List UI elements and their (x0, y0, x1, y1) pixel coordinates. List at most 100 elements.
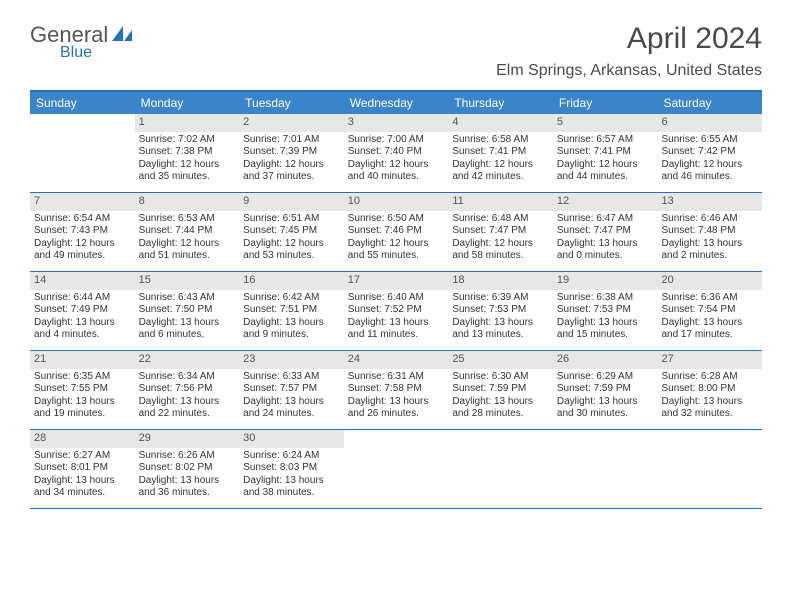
daylight-label: Daylight: 12 hours (661, 159, 758, 172)
daylight-label: Daylight: 13 hours (557, 317, 654, 330)
sunset-label: Sunset: 7:43 PM (34, 225, 131, 238)
day-details: Sunrise: 6:54 AMSunset: 7:43 PMDaylight:… (30, 211, 135, 267)
day-header: Wednesday (344, 92, 449, 114)
day-details: Sunrise: 6:36 AMSunset: 7:54 PMDaylight:… (657, 290, 762, 346)
sunrise-label: Sunrise: 6:42 AM (243, 292, 340, 305)
day-details: Sunrise: 6:30 AMSunset: 7:59 PMDaylight:… (448, 369, 553, 425)
sunrise-label: Sunrise: 6:53 AM (139, 213, 236, 226)
daylight-label: Daylight: 12 hours (452, 159, 549, 172)
day-header: Thursday (448, 92, 553, 114)
day-cell: 12Sunrise: 6:47 AMSunset: 7:47 PMDayligh… (553, 193, 658, 271)
day-cell: 1Sunrise: 7:02 AMSunset: 7:38 PMDaylight… (135, 114, 240, 192)
day-cell: 27Sunrise: 6:28 AMSunset: 8:00 PMDayligh… (657, 351, 762, 429)
day-cell: 29Sunrise: 6:26 AMSunset: 8:02 PMDayligh… (135, 430, 240, 508)
sunset-label: Sunset: 7:46 PM (348, 225, 445, 238)
day-cell: 4Sunrise: 6:58 AMSunset: 7:41 PMDaylight… (448, 114, 553, 192)
day-details: Sunrise: 6:43 AMSunset: 7:50 PMDaylight:… (135, 290, 240, 346)
sunrise-label: Sunrise: 6:33 AM (243, 371, 340, 384)
daylight-label: Daylight: 13 hours (348, 317, 445, 330)
day-number: 30 (239, 430, 344, 448)
sunset-label: Sunset: 7:44 PM (139, 225, 236, 238)
day-details: Sunrise: 6:44 AMSunset: 7:49 PMDaylight:… (30, 290, 135, 346)
day-number (553, 430, 658, 434)
daylight-label: and 32 minutes. (661, 408, 758, 421)
day-cell: 5Sunrise: 6:57 AMSunset: 7:41 PMDaylight… (553, 114, 658, 192)
sunrise-label: Sunrise: 6:39 AM (452, 292, 549, 305)
daylight-label: Daylight: 12 hours (348, 238, 445, 251)
sunset-label: Sunset: 7:47 PM (452, 225, 549, 238)
day-number: 13 (657, 193, 762, 211)
day-cell (553, 430, 658, 508)
sunset-label: Sunset: 7:53 PM (557, 304, 654, 317)
daylight-label: Daylight: 13 hours (34, 475, 131, 488)
daylight-label: Daylight: 13 hours (139, 475, 236, 488)
day-details: Sunrise: 6:40 AMSunset: 7:52 PMDaylight:… (344, 290, 449, 346)
daylight-label: Daylight: 13 hours (243, 317, 340, 330)
day-number: 1 (135, 114, 240, 132)
day-number: 27 (657, 351, 762, 369)
day-number (448, 430, 553, 434)
daylight-label: and 51 minutes. (139, 250, 236, 263)
day-details: Sunrise: 6:24 AMSunset: 8:03 PMDaylight:… (239, 448, 344, 504)
sunrise-label: Sunrise: 6:55 AM (661, 134, 758, 147)
daylight-label: Daylight: 12 hours (139, 159, 236, 172)
day-cell: 30Sunrise: 6:24 AMSunset: 8:03 PMDayligh… (239, 430, 344, 508)
day-details: Sunrise: 6:55 AMSunset: 7:42 PMDaylight:… (657, 132, 762, 188)
day-number: 26 (553, 351, 658, 369)
sunrise-label: Sunrise: 6:28 AM (661, 371, 758, 384)
sunset-label: Sunset: 7:40 PM (348, 146, 445, 159)
day-cell: 15Sunrise: 6:43 AMSunset: 7:50 PMDayligh… (135, 272, 240, 350)
day-header: Saturday (657, 92, 762, 114)
daylight-label: Daylight: 13 hours (139, 317, 236, 330)
day-cell: 13Sunrise: 6:46 AMSunset: 7:48 PMDayligh… (657, 193, 762, 271)
daylight-label: and 2 minutes. (661, 250, 758, 263)
day-number (344, 430, 449, 434)
day-number: 4 (448, 114, 553, 132)
daylight-label: Daylight: 13 hours (452, 317, 549, 330)
day-cell (448, 430, 553, 508)
day-details: Sunrise: 6:47 AMSunset: 7:47 PMDaylight:… (553, 211, 658, 267)
daylight-label: and 11 minutes. (348, 329, 445, 342)
sunset-label: Sunset: 8:02 PM (139, 462, 236, 475)
daylight-label: and 6 minutes. (139, 329, 236, 342)
day-cell: 16Sunrise: 6:42 AMSunset: 7:51 PMDayligh… (239, 272, 344, 350)
sunrise-label: Sunrise: 6:46 AM (661, 213, 758, 226)
day-number: 16 (239, 272, 344, 290)
daylight-label: and 34 minutes. (34, 487, 131, 500)
day-cell: 9Sunrise: 6:51 AMSunset: 7:45 PMDaylight… (239, 193, 344, 271)
sunset-label: Sunset: 7:52 PM (348, 304, 445, 317)
daylight-label: and 28 minutes. (452, 408, 549, 421)
week-row: 21Sunrise: 6:35 AMSunset: 7:55 PMDayligh… (30, 351, 762, 430)
sunset-label: Sunset: 7:58 PM (348, 383, 445, 396)
day-cell: 28Sunrise: 6:27 AMSunset: 8:01 PMDayligh… (30, 430, 135, 508)
day-details: Sunrise: 7:00 AMSunset: 7:40 PMDaylight:… (344, 132, 449, 188)
day-header: Monday (135, 92, 240, 114)
month-title: April 2024 (496, 22, 762, 56)
logo: General Blue (30, 22, 134, 48)
day-cell: 11Sunrise: 6:48 AMSunset: 7:47 PMDayligh… (448, 193, 553, 271)
day-details: Sunrise: 6:33 AMSunset: 7:57 PMDaylight:… (239, 369, 344, 425)
day-cell: 25Sunrise: 6:30 AMSunset: 7:59 PMDayligh… (448, 351, 553, 429)
day-number: 15 (135, 272, 240, 290)
day-cell: 18Sunrise: 6:39 AMSunset: 7:53 PMDayligh… (448, 272, 553, 350)
sunset-label: Sunset: 7:59 PM (557, 383, 654, 396)
sunrise-label: Sunrise: 6:29 AM (557, 371, 654, 384)
sunset-label: Sunset: 7:49 PM (34, 304, 131, 317)
sunrise-label: Sunrise: 6:43 AM (139, 292, 236, 305)
day-details: Sunrise: 7:02 AMSunset: 7:38 PMDaylight:… (135, 132, 240, 188)
sunrise-label: Sunrise: 6:27 AM (34, 450, 131, 463)
sunrise-label: Sunrise: 6:57 AM (557, 134, 654, 147)
day-cell: 22Sunrise: 6:34 AMSunset: 7:56 PMDayligh… (135, 351, 240, 429)
day-details: Sunrise: 6:26 AMSunset: 8:02 PMDaylight:… (135, 448, 240, 504)
daylight-label: and 17 minutes. (661, 329, 758, 342)
day-number: 8 (135, 193, 240, 211)
day-cell: 21Sunrise: 6:35 AMSunset: 7:55 PMDayligh… (30, 351, 135, 429)
daylight-label: Daylight: 13 hours (139, 396, 236, 409)
day-cell: 2Sunrise: 7:01 AMSunset: 7:39 PMDaylight… (239, 114, 344, 192)
daylight-label: Daylight: 12 hours (243, 238, 340, 251)
sunrise-label: Sunrise: 6:54 AM (34, 213, 131, 226)
day-cell: 17Sunrise: 6:40 AMSunset: 7:52 PMDayligh… (344, 272, 449, 350)
week-row: 1Sunrise: 7:02 AMSunset: 7:38 PMDaylight… (30, 114, 762, 193)
daylight-label: and 0 minutes. (557, 250, 654, 263)
day-cell: 24Sunrise: 6:31 AMSunset: 7:58 PMDayligh… (344, 351, 449, 429)
